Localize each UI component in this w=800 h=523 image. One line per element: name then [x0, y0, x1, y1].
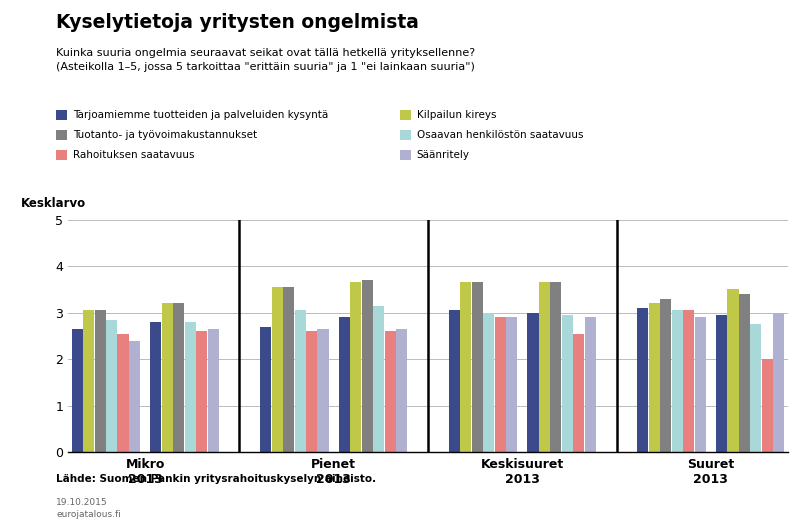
- Bar: [538, 282, 550, 452]
- Bar: [660, 299, 671, 452]
- Text: Säänritely: Säänritely: [417, 150, 470, 160]
- Bar: [483, 313, 494, 452]
- Bar: [196, 332, 207, 452]
- Bar: [150, 322, 162, 452]
- Text: Kesklarvo: Kesklarvo: [21, 197, 86, 210]
- Text: Kyselytietoja yritysten ongelmista: Kyselytietoja yritysten ongelmista: [56, 13, 419, 32]
- Bar: [106, 320, 118, 452]
- Bar: [350, 282, 362, 452]
- Bar: [260, 327, 271, 452]
- Bar: [562, 315, 573, 452]
- Bar: [294, 311, 306, 452]
- Bar: [637, 308, 648, 452]
- Bar: [94, 311, 106, 452]
- Text: Osaavan henkilöstön saatavuus: Osaavan henkilöstön saatavuus: [417, 130, 583, 140]
- Text: 19.10.2015: 19.10.2015: [56, 498, 108, 507]
- Bar: [118, 334, 129, 452]
- Bar: [585, 317, 596, 452]
- Bar: [129, 340, 140, 452]
- Bar: [550, 282, 562, 452]
- Bar: [162, 303, 173, 452]
- Bar: [716, 315, 727, 452]
- Bar: [671, 311, 683, 452]
- Bar: [683, 311, 694, 452]
- Bar: [506, 317, 518, 452]
- Text: Rahoituksen saatavuus: Rahoituksen saatavuus: [73, 150, 194, 160]
- Text: Kilpailun kireys: Kilpailun kireys: [417, 110, 496, 120]
- Bar: [83, 311, 94, 452]
- Text: Kuinka suuria ongelmia seuraavat seikat ovat tällä hetkellä yrityksellenne?
(Ast: Kuinka suuria ongelmia seuraavat seikat …: [56, 48, 475, 72]
- Bar: [738, 294, 750, 452]
- Bar: [750, 324, 762, 452]
- Bar: [306, 332, 318, 452]
- Bar: [385, 332, 396, 452]
- Bar: [694, 317, 706, 452]
- Bar: [373, 306, 385, 452]
- Bar: [727, 290, 738, 452]
- Bar: [527, 313, 538, 452]
- Bar: [362, 280, 373, 452]
- Bar: [762, 359, 773, 452]
- Bar: [396, 329, 407, 452]
- Bar: [208, 329, 219, 452]
- Text: Tuotanto- ja työvoimakustannukset: Tuotanto- ja työvoimakustannukset: [73, 130, 257, 140]
- Bar: [773, 313, 785, 452]
- Bar: [449, 311, 460, 452]
- Bar: [649, 303, 660, 452]
- Bar: [185, 322, 196, 452]
- Bar: [573, 334, 585, 452]
- Bar: [318, 329, 329, 452]
- Text: Tarjoamiemme tuotteiden ja palveluiden kysyntä: Tarjoamiemme tuotteiden ja palveluiden k…: [73, 110, 328, 120]
- Bar: [460, 282, 471, 452]
- Bar: [338, 317, 350, 452]
- Bar: [283, 287, 294, 452]
- Bar: [71, 329, 83, 452]
- Text: eurojatalous.fi: eurojatalous.fi: [56, 510, 121, 519]
- Bar: [271, 287, 283, 452]
- Text: Lähde: Suomen Pankin yritysrahoituskyselyn aineisto.: Lähde: Suomen Pankin yritysrahoituskysel…: [56, 474, 376, 484]
- Bar: [471, 282, 483, 452]
- Bar: [173, 303, 185, 452]
- Bar: [494, 317, 506, 452]
